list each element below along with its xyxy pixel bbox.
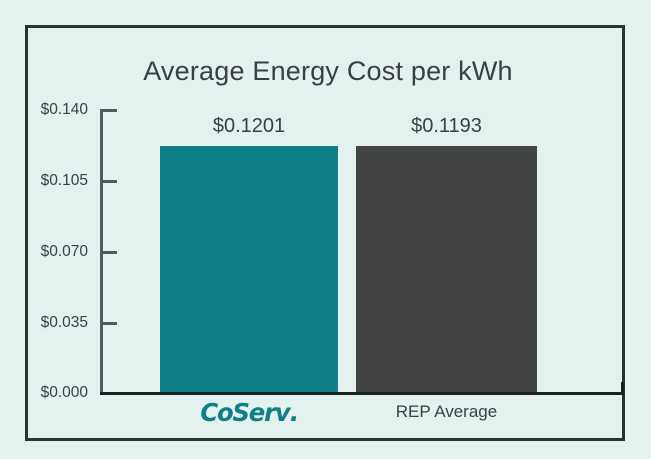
x-axis-label-rep-average: REP Average [395,402,498,421]
y-axis-tick-0000: $0.000 [41,384,117,401]
x-axis-line [100,392,624,395]
coserv-logo: CoServ [200,398,290,427]
y-axis-tick-0105: $0.105 [41,172,117,189]
y-axis-label-0140: $0.140 [40,101,88,118]
y-axis-tick-0035: $0.035 [41,314,117,331]
plot-area: $0.140 $0.105 $0.070 $0.035 $0.000 $0.12… [41,84,624,427]
y-axis-label-0105: $0.105 [40,172,88,189]
chart-frame: Average Energy Cost per kWh $0.140 $0.10… [25,25,625,441]
bar-rep-average[interactable]: $0.1193 [356,115,537,392]
bar-value-rep-average: $0.1193 [411,115,482,137]
y-axis-label-0000: $0.000 [40,384,88,401]
y-axis-tick-0140: $0.140 [41,101,117,118]
chart-title: Average Energy Cost per kWh [143,56,513,86]
y-axis-label-0035: $0.035 [40,314,88,331]
bar-coserv[interactable]: $0.1201 [160,115,338,392]
x-axis-end-tick [621,382,624,395]
y-axis-label-0070: $0.070 [40,243,88,260]
y-axis-tick-0070: $0.070 [41,243,117,260]
bar-value-coserv: $0.1201 [212,115,286,137]
coserv-logo-trademark-mark: . [289,398,300,427]
x-axis-label-coserv: CoServ. [160,398,338,427]
